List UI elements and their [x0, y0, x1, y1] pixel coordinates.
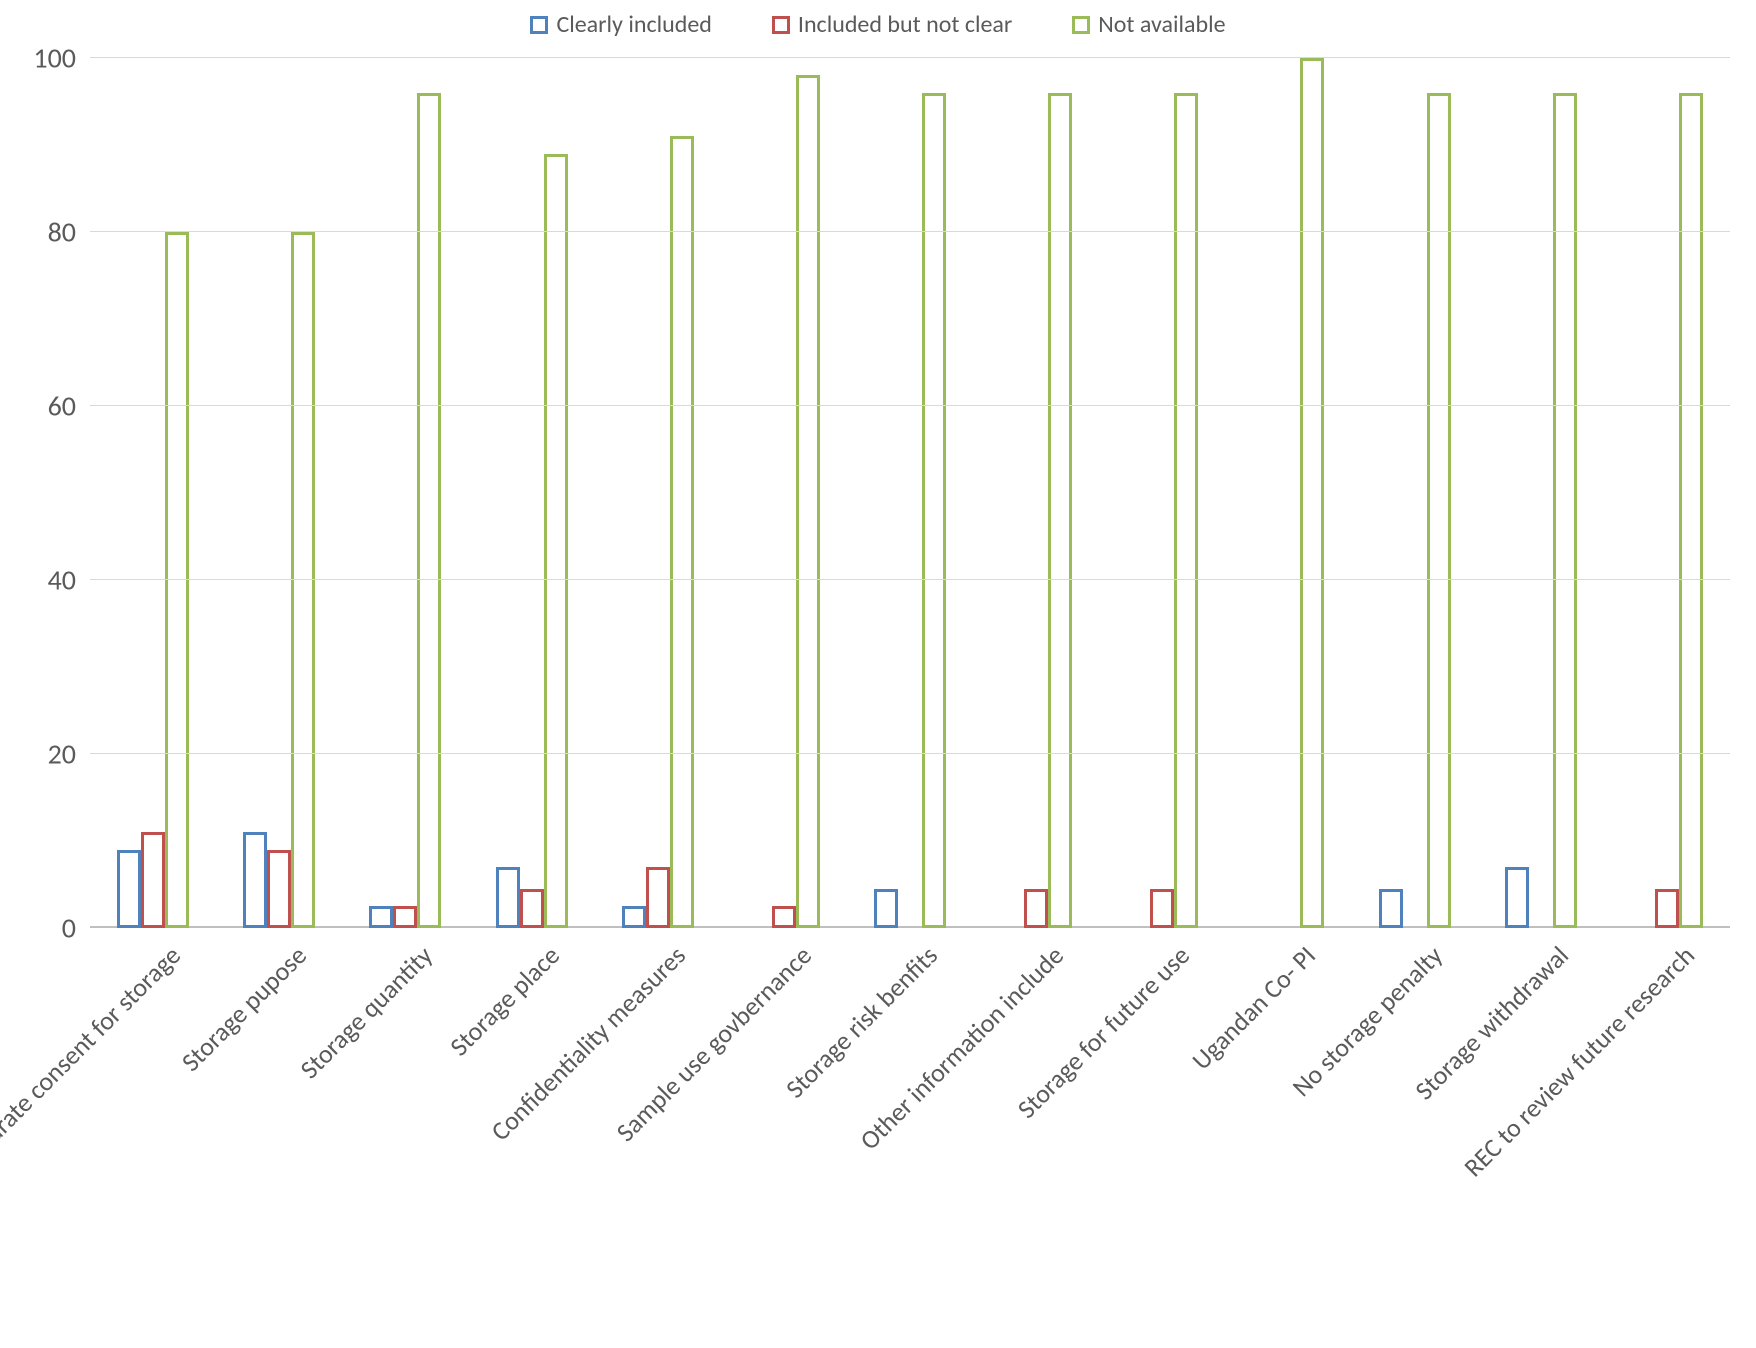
bar: [369, 906, 393, 928]
bar: [1048, 93, 1072, 928]
bar-groups: Separate consent for storageStorage pupo…: [90, 58, 1730, 928]
bar: [646, 867, 670, 928]
legend: Clearly included Included but not clear No…: [0, 10, 1756, 39]
y-tick-label: 60: [48, 389, 90, 424]
gridline: [90, 753, 1730, 754]
category-label: REC to review future research: [1453, 935, 1701, 1183]
gridline: [90, 579, 1730, 580]
legend-swatch: [530, 16, 548, 34]
legend-item: Included but not clear: [772, 10, 1012, 39]
bar: [141, 832, 165, 928]
category-label: Storage quantity: [289, 935, 439, 1085]
bar: [417, 93, 441, 928]
y-tick-label: 80: [48, 215, 90, 250]
bar: [874, 889, 898, 928]
y-tick-label: 0: [62, 911, 90, 946]
bar-group: Storage pupose: [216, 58, 342, 928]
bar: [243, 832, 267, 928]
y-tick-label: 100: [33, 41, 90, 76]
bar-group: Storage quantity: [342, 58, 468, 928]
bar: [165, 232, 189, 928]
legend-item: Clearly included: [530, 10, 711, 39]
bar: [1379, 889, 1403, 928]
bar: [393, 906, 417, 928]
bar: [1300, 58, 1324, 928]
bar: [1553, 93, 1577, 928]
gridline: [90, 57, 1730, 58]
legend-label: Included but not clear: [798, 10, 1012, 39]
bar-group: Separate consent for storage: [90, 58, 216, 928]
bar-group: Storage withdrawal: [1478, 58, 1604, 928]
bar-group: Storage risk benfits: [847, 58, 973, 928]
legend-label: Clearly included: [556, 10, 711, 39]
bar: [496, 867, 520, 928]
bar: [772, 906, 796, 928]
gridline: [90, 405, 1730, 406]
bar-group: Storage place: [468, 58, 594, 928]
bar-group: No storage penalty: [1352, 58, 1478, 928]
bar-group: Confidentiality measures: [595, 58, 721, 928]
bar: [670, 136, 694, 928]
bar: [1655, 889, 1679, 928]
bar-group: Sample use govbernance: [721, 58, 847, 928]
legend-label: Not available: [1098, 10, 1225, 39]
bar: [796, 75, 820, 928]
gridline: [90, 231, 1730, 232]
bar: [267, 850, 291, 928]
bar-group: REC to review future research: [1604, 58, 1730, 928]
bar: [922, 93, 946, 928]
bar: [1024, 889, 1048, 928]
bar: [1174, 93, 1198, 928]
bar: [544, 154, 568, 928]
bar: [1505, 867, 1529, 928]
bar-group: Storage for future use: [1099, 58, 1225, 928]
bar-group: Other information include: [973, 58, 1099, 928]
bar: [520, 889, 544, 928]
legend-item: Not available: [1072, 10, 1225, 39]
category-label: Storage place: [438, 935, 565, 1062]
plot-area: Separate consent for storageStorage pupo…: [90, 58, 1730, 928]
bar: [1150, 889, 1174, 928]
bar: [622, 906, 646, 928]
y-tick-label: 20: [48, 737, 90, 772]
bar: [117, 850, 141, 928]
bar: [1679, 93, 1703, 928]
bar: [291, 232, 315, 928]
legend-swatch: [1072, 16, 1090, 34]
category-label: Separate consent for storage: [0, 935, 187, 1176]
legend-swatch: [772, 16, 790, 34]
y-tick-label: 40: [48, 563, 90, 598]
bar-chart: Clearly included Included but not clear No…: [0, 0, 1756, 1348]
bar: [1427, 93, 1451, 928]
bar-group: Ugandan Co- PI: [1225, 58, 1351, 928]
